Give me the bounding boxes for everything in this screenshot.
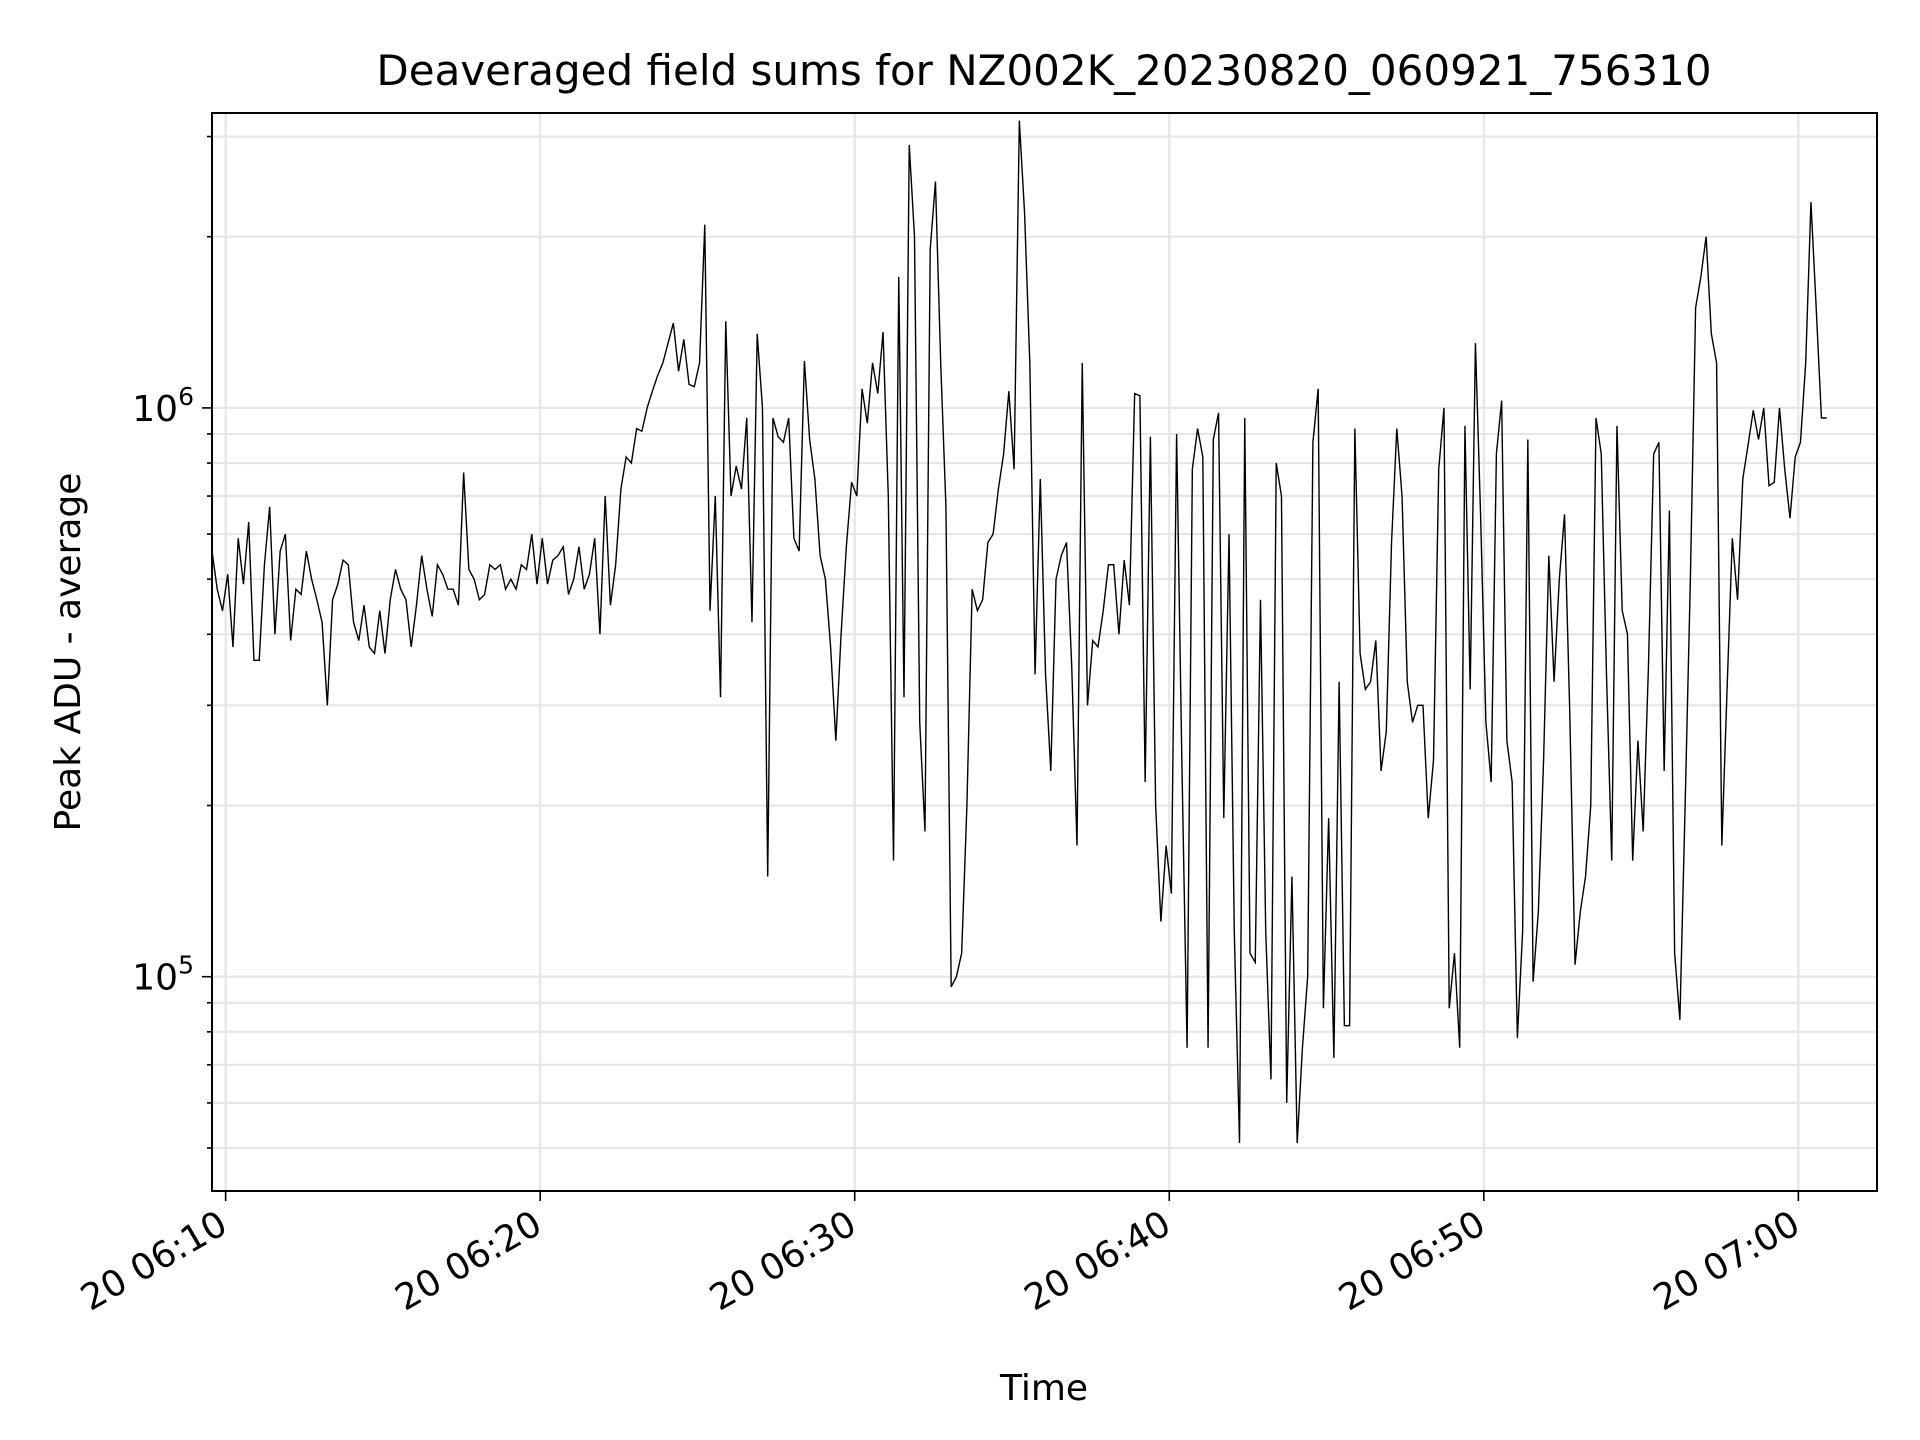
plot-frame [211,112,1878,1192]
series-line [211,120,1827,1144]
y-axis-label: Peak ADU - average [48,473,89,832]
y-tick-label: 106 [132,382,194,430]
grid-layer [212,113,1877,1191]
x-axis-label: Time [999,1368,1088,1409]
y-tick-label: 105 [132,951,194,999]
chart-title: Deaveraged field sums for NZ002K_2023082… [376,46,1711,95]
